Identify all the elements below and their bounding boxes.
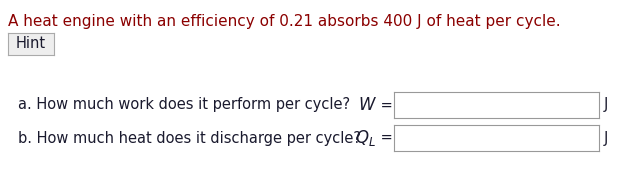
Text: $\mathit{Q}_{\mathit{L}}$: $\mathit{Q}_{\mathit{L}}$ [355,128,376,148]
Text: J: J [604,130,608,146]
Text: J: J [604,98,608,112]
Text: a. How much work does it perform per cycle?: a. How much work does it perform per cyc… [18,98,353,112]
Text: =: = [376,130,392,146]
Text: Hint: Hint [16,36,46,52]
Text: A heat engine with an efficiency of 0.21 absorbs 400 J of heat per cycle.: A heat engine with an efficiency of 0.21… [8,14,561,29]
Text: b. How much heat does it discharge per cycle?: b. How much heat does it discharge per c… [18,130,364,146]
Text: $\mathit{W}$: $\mathit{W}$ [358,96,377,114]
Text: =: = [376,98,392,112]
